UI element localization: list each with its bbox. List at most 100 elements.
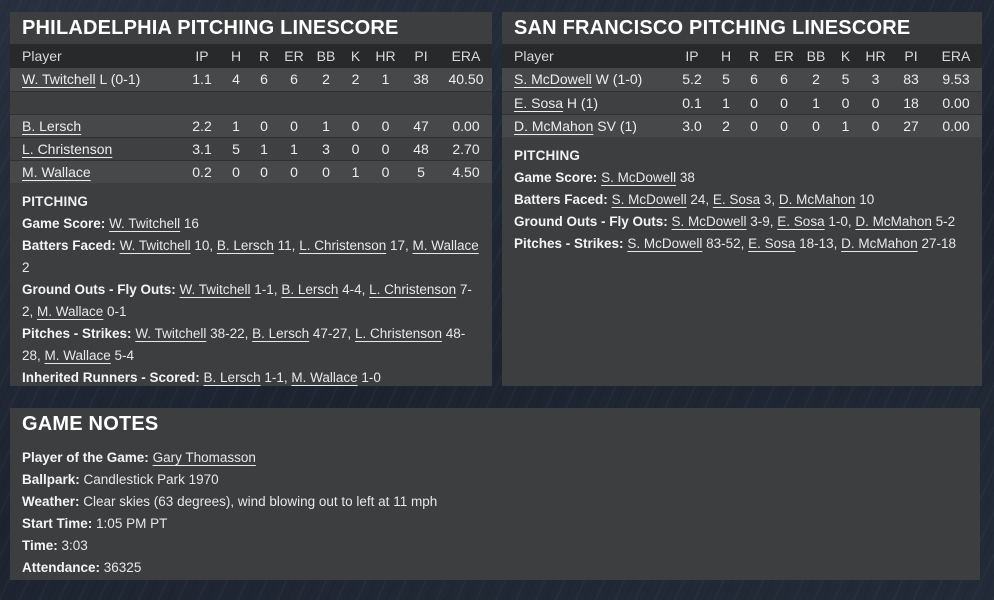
player-decision: H (1) [563,94,599,111]
pitcher-row: D. McMahon SV (1) 3.0 2 0 0 0 1 0 27 0.00 [502,114,982,137]
player-link[interactable]: D. McMahon [514,117,594,134]
player-link[interactable]: E. Sosa [777,214,825,229]
player-link[interactable]: B. Lersch [22,117,82,134]
player-link[interactable]: E. Sosa [748,236,796,251]
column-header: IP [195,48,209,64]
note-label: Player of the Game: [22,450,149,465]
player-link[interactable]: B. Lersch [203,370,261,385]
note-value: 1:05 PM PT [96,516,168,531]
note-value: 4-4, [338,282,370,297]
player-link[interactable]: D. McMahon [841,236,918,251]
note-value: 7-2, [22,282,472,319]
note-label: Ballpark: [22,472,80,487]
player-link[interactable]: W. Twitchell [109,216,181,231]
pitcher-cell: S. McDowell W (1-0) [502,68,672,91]
player-link[interactable]: M. Wallace [291,370,358,385]
player-link[interactable]: S. McDowell [671,214,747,229]
player-link[interactable]: L. Christenson [369,282,457,297]
player-link[interactable]: W. Twitchell [135,326,207,341]
note-label: Batters Faced: [22,238,116,253]
stat-cell: 0.1 [682,94,702,111]
note-value: 17, [386,238,413,253]
player-link[interactable]: M. Wallace [37,304,104,319]
note-value: 1-0, [824,214,856,229]
player-link[interactable]: W. Twitchell [22,71,96,88]
player-link[interactable]: S. McDowell [514,71,592,88]
player-link[interactable]: W. Twitchell [179,282,251,297]
pitcher-row: L. Christenson 3.1 5 1 1 3 0 0 48 2.70 [10,137,492,160]
stat-cell: 40.50 [448,71,484,88]
player-link[interactable]: B. Lersch [216,238,274,253]
note-value: 3:03 [61,538,88,553]
pitching-section-header: PITCHING [22,194,89,209]
player-link[interactable]: W. Twitchell [119,238,191,253]
table-gap-cell [10,91,492,114]
player-link[interactable]: M. Wallace [412,238,479,253]
stat-cell: 5 [722,71,730,88]
note-value: 16 [180,216,199,231]
stat-cell: 27 [903,117,919,134]
player-link[interactable]: M. Wallace [22,163,91,180]
player-link[interactable]: E. Sosa [514,94,564,111]
note-value: 5-4 [110,348,135,363]
stat-cell: 0 [812,117,820,134]
column-header: HR [865,48,886,64]
game-note: Time: 3:03 [22,535,968,557]
panel-title: PHILADELPHIA PITCHING LINESCORE [22,17,399,39]
pitching-section-header: PITCHING [514,148,581,163]
stat-cell: 0.2 [192,163,212,180]
player-link[interactable]: D. McMahon [778,192,856,207]
panel-san-francisco-pitching-linescore: SAN FRANCISCO PITCHING LINESCORE Player I… [502,12,982,386]
player-link[interactable]: Gary Thomasson [152,450,256,465]
linescore-table: Player IP H R ER BB K HR PI ERA W. Twitchell L (0-… [10,44,492,183]
stat-cell: 1 [841,117,850,134]
stat-cell: 2 [322,71,330,88]
game-note: Start Time: 1:05 PM PT [22,513,968,535]
note-label: Game Score: [22,216,106,231]
pitching-note: Batters Faced: S. McDowell 24, E. Sosa 3… [514,189,970,211]
stat-cell: 1 [232,117,240,134]
stat-cell: 1.1 [192,71,212,88]
stat-cell: 2 [351,71,360,88]
stat-cell: 6 [780,71,788,88]
stat-cell: 5.2 [682,71,702,88]
player-link[interactable]: L. Christenson [299,238,387,253]
note-value: Clear skies (63 degrees), wind blowing o… [83,494,438,509]
stat-cell: 0 [780,117,788,134]
pitcher-cell: M. Wallace [10,160,182,183]
player-link[interactable]: D. McMahon [855,214,932,229]
column-header: R [748,48,760,64]
stat-cell: 3.1 [192,140,212,157]
pitcher-row: E. Sosa H (1) 0.1 1 0 0 1 0 0 18 0.00 [502,91,982,114]
player-decision: L (0-1) [95,71,141,88]
stat-cell: 0.00 [452,117,480,134]
note-value: 0-1 [103,304,127,319]
column-header: H [230,48,242,64]
note-value: 38-22, [206,326,253,341]
game-note: Player of the Game: Gary Thomasson [22,447,968,469]
column-header-row: Player IP H R ER BB K HR PI ERA [10,44,492,68]
note-label: Pitches - Strikes: [514,236,624,251]
player-link[interactable]: M. Wallace [44,348,111,363]
stat-cell: 0 [841,94,850,111]
player-link[interactable]: S. McDowell [627,236,703,251]
note-value: 11, [273,238,300,253]
stat-cell: 1 [290,140,298,157]
column-header: Player [22,48,62,64]
stat-cell: 18 [903,94,919,111]
player-link[interactable]: E. Sosa [712,192,761,207]
note-value: 83-52, [702,236,749,251]
player-link[interactable]: S. McDowell [601,170,677,185]
player-link[interactable]: L. Christenson [354,326,442,341]
column-header: ER [284,48,304,64]
stat-cell: 0 [351,140,360,157]
player-link[interactable]: B. Lersch [281,282,339,297]
player-link[interactable]: B. Lersch [252,326,310,341]
stat-cell: 3 [871,71,880,88]
stat-cell: 0 [260,117,268,134]
player-link[interactable]: S. McDowell [611,192,687,207]
pitcher-row: B. Lersch 2.2 1 0 0 1 0 0 47 0.00 [10,114,492,137]
player-link[interactable]: L. Christenson [22,140,113,157]
stat-cell: 0 [260,163,268,180]
note-value: 1-1, [260,370,292,385]
